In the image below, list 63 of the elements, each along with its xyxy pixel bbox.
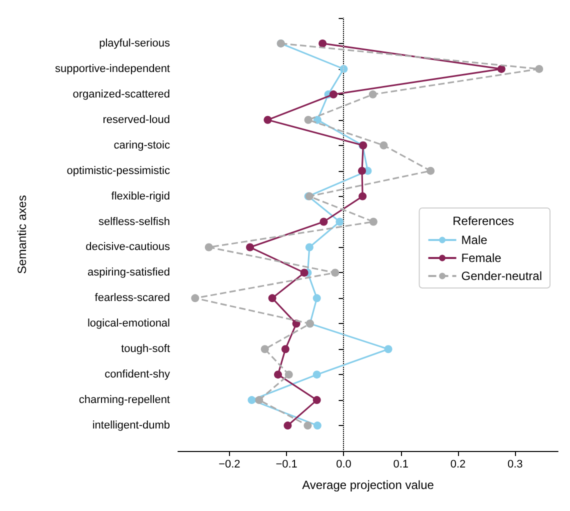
y-tick-label: decisive-cautious <box>86 241 170 254</box>
point <box>304 422 312 430</box>
y-tick-label: flexible-rigid <box>111 190 170 202</box>
point <box>274 370 282 379</box>
point <box>204 243 213 252</box>
point <box>380 141 388 150</box>
point <box>368 90 377 98</box>
point <box>264 116 272 124</box>
point <box>312 294 321 302</box>
y-axis-title: Semantic axes <box>15 195 29 274</box>
point <box>255 396 264 404</box>
y-tick-label: supportive-independent <box>55 62 170 75</box>
y-tick-label: selfless-selfish <box>98 216 170 228</box>
x-tick-label: −0.1 <box>276 458 298 470</box>
point <box>300 268 308 277</box>
y-tick-label: optimistic-pessimistic <box>66 164 170 177</box>
legend-label: Female <box>461 251 502 265</box>
x-tick-label: 0.2 <box>450 458 466 470</box>
x-tick-label: 0.3 <box>507 458 523 470</box>
point <box>268 294 276 302</box>
x-axis-title: Average projection value <box>302 478 434 492</box>
point <box>281 345 290 354</box>
legend-label: Gender-neutral <box>461 269 542 283</box>
point <box>312 370 321 379</box>
legend-label: Male <box>461 233 488 247</box>
point <box>313 422 322 430</box>
y-tick-label: reserved-loud <box>102 114 170 126</box>
point <box>312 396 321 404</box>
y-tick-label: playful-serious <box>99 37 170 50</box>
point <box>426 166 435 175</box>
x-tick-label: −0.2 <box>218 458 240 470</box>
y-tick-label: charming-repellent <box>78 394 170 406</box>
y-tick-label: intelligent-dumb <box>92 420 170 432</box>
point <box>260 345 269 354</box>
point <box>331 268 340 277</box>
point <box>304 116 312 124</box>
point <box>358 192 367 200</box>
point <box>336 218 344 226</box>
y-tick-label: tough-soft <box>121 343 170 356</box>
point <box>497 64 506 73</box>
y-tick-label: caring-stoic <box>114 139 170 152</box>
point <box>305 243 314 252</box>
point <box>369 218 378 226</box>
point <box>191 294 200 302</box>
y-tick-label: confident-shy <box>104 368 170 381</box>
point <box>340 64 348 73</box>
point <box>329 90 338 98</box>
point <box>248 396 256 404</box>
point <box>358 166 366 175</box>
legend-title: References <box>452 214 514 228</box>
point <box>318 39 327 48</box>
y-tick-label: aspiring-satisfied <box>87 266 170 279</box>
x-tick-label: 0.0 <box>336 458 352 470</box>
point <box>284 422 292 430</box>
point <box>284 370 293 379</box>
point <box>246 243 254 252</box>
point <box>320 218 328 226</box>
y-tick-label: logical-emotional <box>87 318 170 330</box>
point <box>384 345 392 354</box>
point <box>535 64 544 73</box>
y-tick-label: fearless-scared <box>94 292 170 304</box>
y-tick-label: organized-scattered <box>72 88 170 100</box>
x-tick-label: 0.1 <box>393 458 409 470</box>
